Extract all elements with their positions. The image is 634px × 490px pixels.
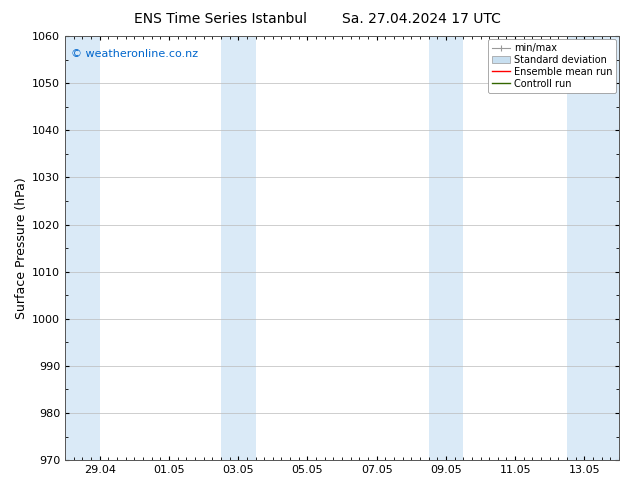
Bar bbox=[65, 36, 100, 460]
Bar bbox=[221, 36, 256, 460]
Bar bbox=[567, 36, 619, 460]
Y-axis label: Surface Pressure (hPa): Surface Pressure (hPa) bbox=[15, 177, 28, 319]
Text: ENS Time Series Istanbul        Sa. 27.04.2024 17 UTC: ENS Time Series Istanbul Sa. 27.04.2024 … bbox=[134, 12, 500, 26]
Bar bbox=[429, 36, 463, 460]
Legend: min/max, Standard deviation, Ensemble mean run, Controll run: min/max, Standard deviation, Ensemble me… bbox=[488, 39, 616, 93]
Text: © weatheronline.co.nz: © weatheronline.co.nz bbox=[71, 49, 198, 59]
